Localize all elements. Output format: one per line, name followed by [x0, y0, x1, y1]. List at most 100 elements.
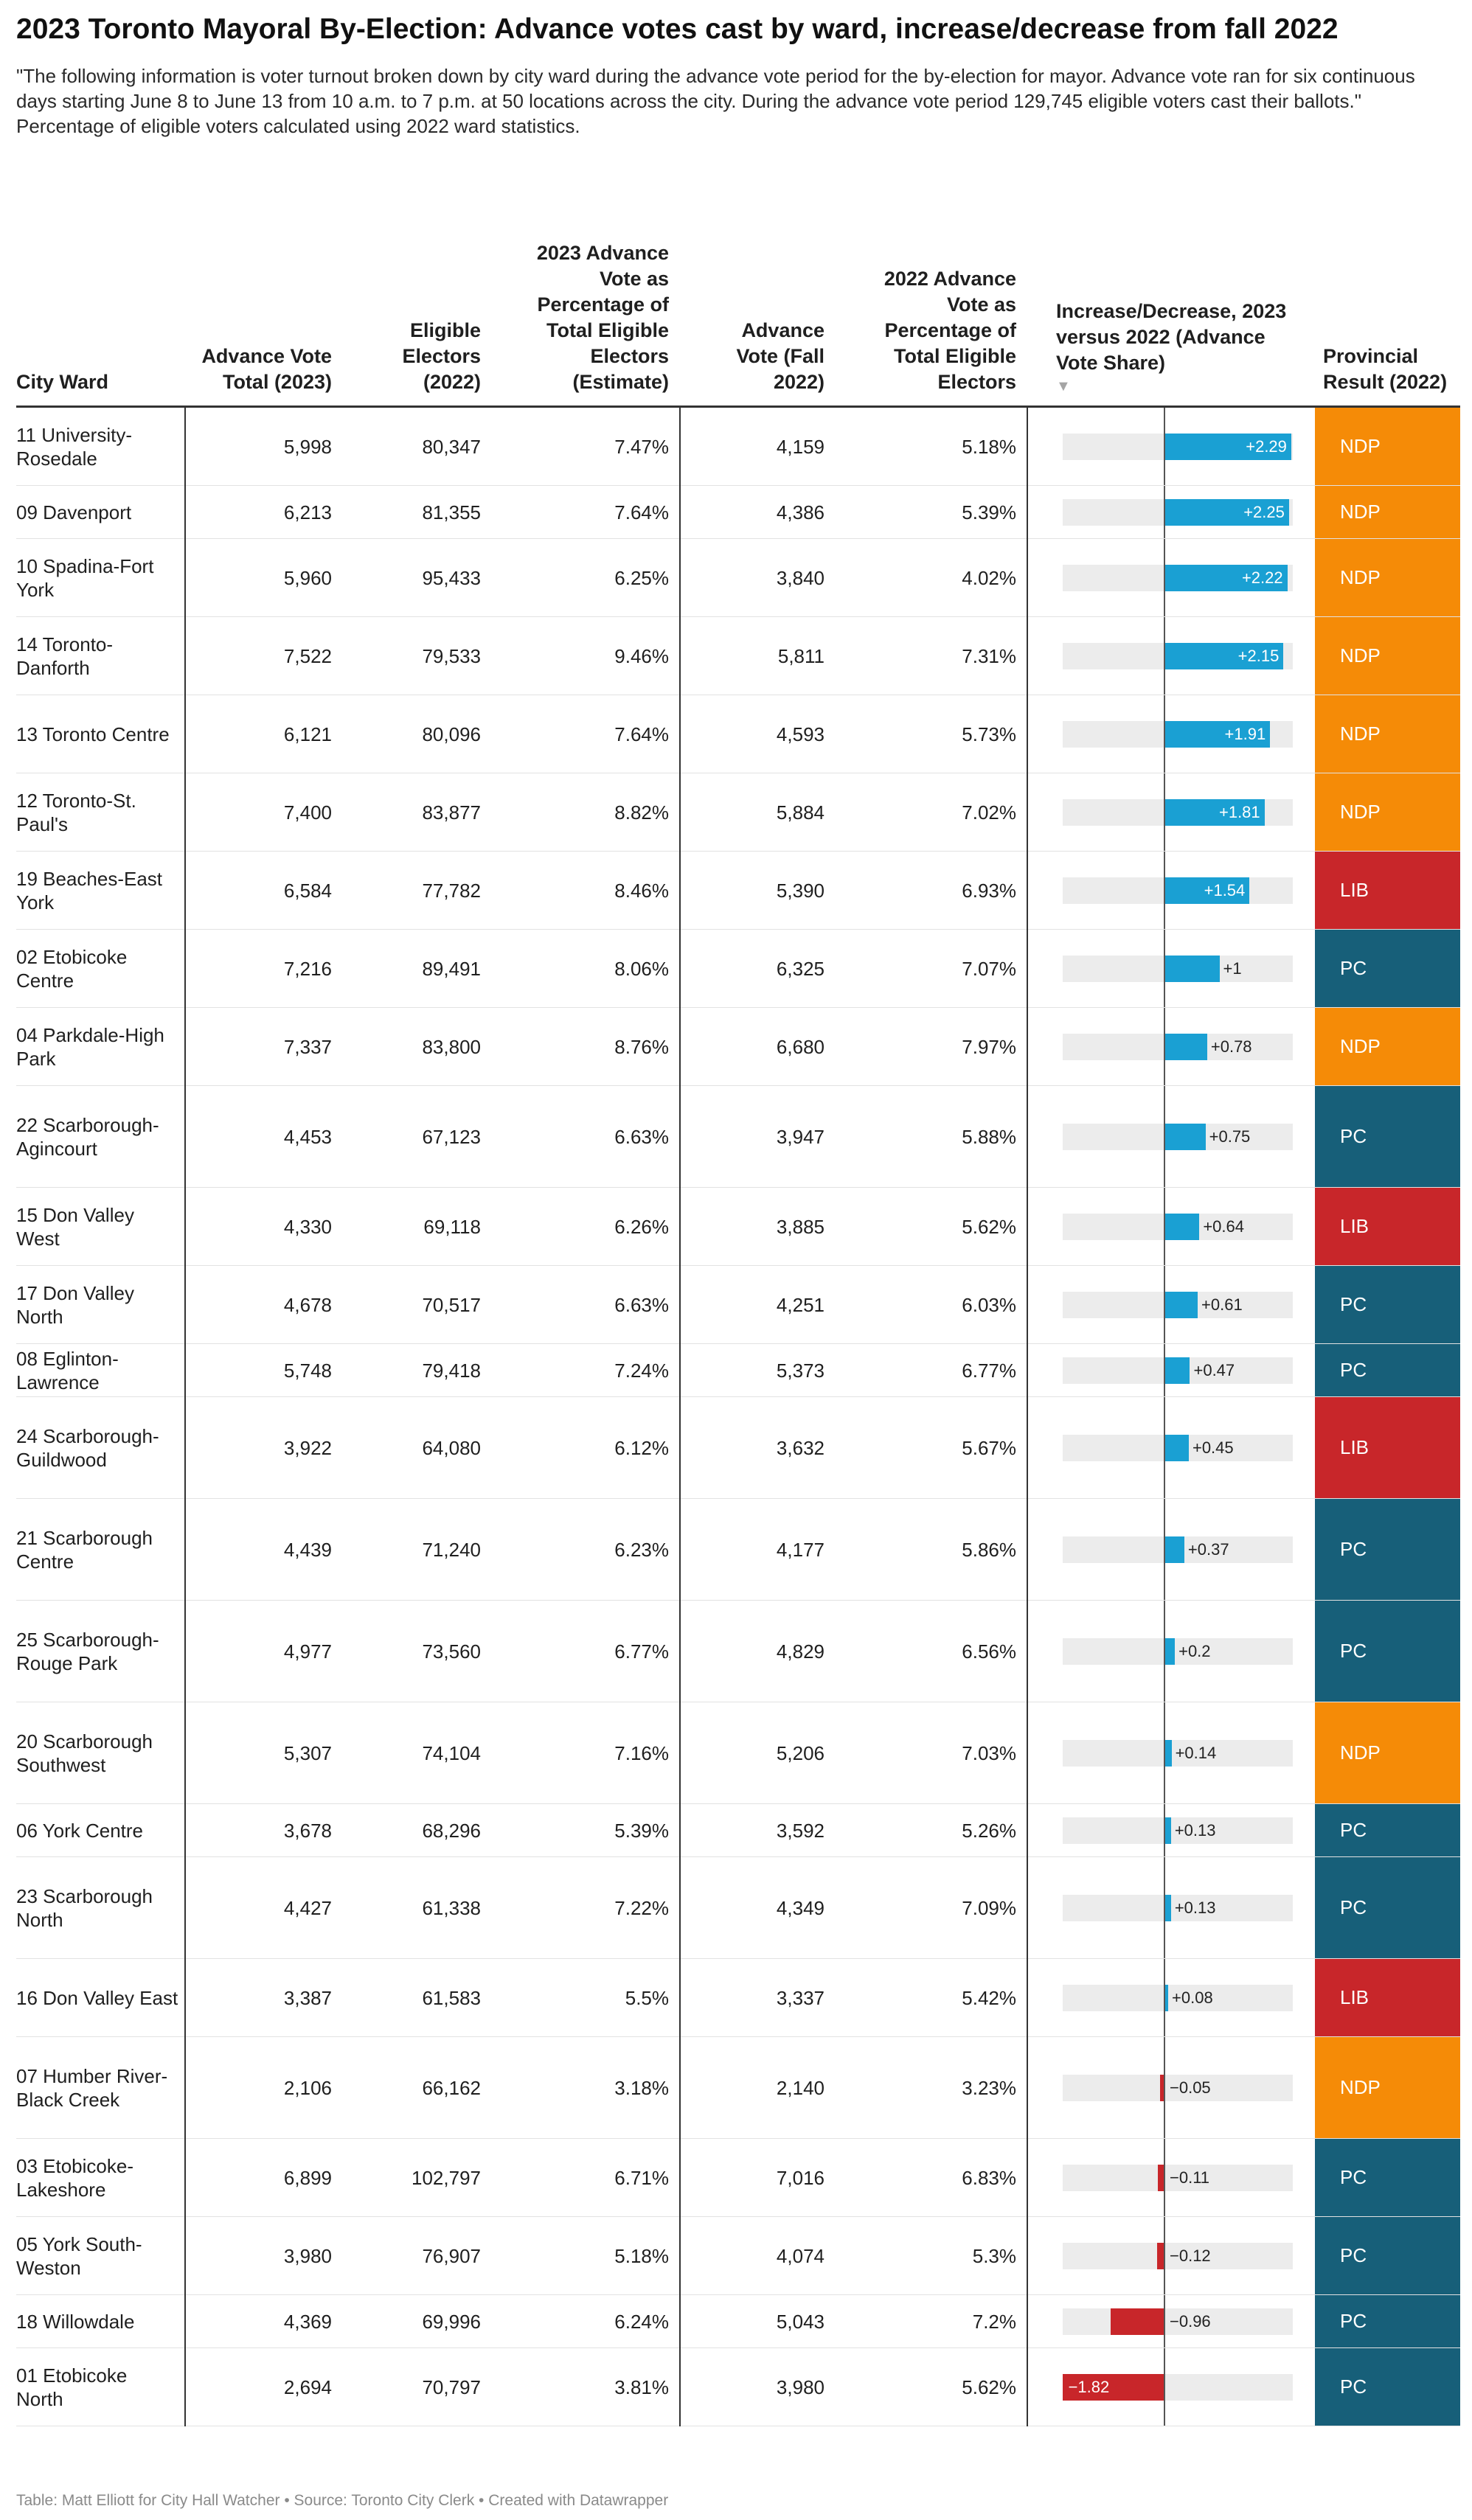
- eligible-electors-2022: 81,355: [422, 501, 481, 523]
- header-advance-2022[interactable]: Advance Vote (Fall 2022): [736, 319, 824, 393]
- bar-track: [1063, 2074, 1293, 2101]
- table-row: 09 Davenport 6,213 81,355 7.64% 4,386 5.39% +2…: [16, 486, 1460, 539]
- change-bar-cell: +2.22: [1045, 539, 1303, 616]
- table-row: 13 Toronto Centre 6,121 80,096 7.64% 4,593 5.…: [16, 695, 1460, 773]
- change-bar: [1110, 2308, 1164, 2335]
- advance-vote-2023: 6,213: [283, 501, 332, 523]
- change-label: +2.29: [1246, 436, 1287, 456]
- ward-name: 13 Toronto Centre: [16, 723, 170, 745]
- table-row: 21 Scarborough Centre 4,439 71,240 6.23% 4,1…: [16, 1499, 1460, 1601]
- ward-name: 10 Spadina-Fort York: [16, 554, 154, 601]
- provincial-result: NDP: [1315, 539, 1460, 616]
- advance-vote-2022: 6,680: [776, 1035, 824, 1058]
- change-label: +2.15: [1237, 646, 1280, 665]
- table-row: 25 Scarborough-Rouge Park 4,977 73,560 6.77…: [16, 1601, 1460, 1702]
- sort-descending-icon[interactable]: ▼: [1056, 378, 1071, 394]
- change-bar: [1164, 1291, 1198, 1318]
- column-divider: [184, 408, 186, 2426]
- change-label: −0.11: [1170, 2168, 1210, 2187]
- eligible-electors-2022: 76,907: [422, 2244, 481, 2267]
- eligible-electors-2022: 79,533: [422, 644, 481, 667]
- pct-2022: 5.3%: [972, 2244, 1016, 2267]
- ward-name: 01 Etobicoke North: [16, 2364, 128, 2410]
- table-row: 07 Humber River-Black Creek 2,106 66,162 3.…: [16, 2037, 1460, 2139]
- change-bar-cell: +2.15: [1045, 617, 1303, 695]
- ward-name: 12 Toronto-St. Paul's: [16, 789, 136, 835]
- provincial-result: LIB: [1315, 1188, 1460, 1265]
- header-eligible-2022[interactable]: Eligible Electors (2022): [402, 319, 481, 393]
- table-row: 18 Willowdale 4,369 69,996 6.24% 5,043 7.2% −0…: [16, 2295, 1460, 2348]
- change-bar: [1164, 1817, 1171, 1844]
- change-bar: [1164, 1894, 1171, 1921]
- pct-2023: 6.12%: [614, 1436, 669, 1459]
- zero-line: [1164, 1959, 1165, 2036]
- pct-2023: 6.23%: [614, 1538, 669, 1561]
- change-label: +0.2: [1178, 1641, 1211, 1660]
- change-label: +0.61: [1201, 1295, 1243, 1314]
- advance-vote-2022: 5,884: [776, 801, 824, 824]
- advance-vote-2022: 5,390: [776, 879, 824, 902]
- eligible-electors-2022: 66,162: [422, 2076, 481, 2099]
- advance-vote-2022: 4,074: [776, 2244, 824, 2267]
- table-body: 11 University-Rosedale 5,998 80,347 7.47% 4,…: [16, 408, 1460, 2426]
- provincial-result: PC: [1315, 1086, 1460, 1187]
- provincial-result: PC: [1315, 2348, 1460, 2426]
- pct-2022: 5.42%: [962, 1986, 1016, 2009]
- change-bar-cell: +2.25: [1045, 486, 1303, 538]
- table-row: 23 Scarborough North 4,427 61,338 7.22% 4,34…: [16, 1857, 1460, 1959]
- ward-name: 07 Humber River-Black Creek: [16, 2064, 168, 2111]
- advance-vote-2023: 7,216: [283, 957, 332, 980]
- change-label: +0.64: [1203, 1217, 1244, 1236]
- change-bar-cell: +0.14: [1045, 1702, 1303, 1803]
- pct-2022: 5.18%: [962, 435, 1016, 458]
- pct-2022: 5.26%: [962, 1819, 1016, 1842]
- change-label: +1.91: [1224, 724, 1266, 743]
- eligible-electors-2022: 68,296: [422, 1819, 481, 1842]
- change-bar: [1164, 1033, 1207, 1060]
- advance-vote-2022: 3,980: [776, 2375, 824, 2398]
- advance-vote-2023: 5,307: [283, 1741, 332, 1764]
- table-row: 14 Toronto-Danforth 7,522 79,533 9.46% 5,811…: [16, 617, 1460, 695]
- pct-2022: 7.97%: [962, 1035, 1016, 1058]
- change-bar: [1164, 1213, 1200, 1240]
- zero-line: [1164, 2217, 1165, 2294]
- pct-2023: 9.46%: [614, 644, 669, 667]
- header-pct-2022[interactable]: 2022 Advance Vote as Percentage of Total…: [883, 268, 1016, 393]
- change-bar-cell: −0.12: [1045, 2217, 1303, 2294]
- header-city-ward[interactable]: City Ward: [16, 371, 109, 393]
- header-advance-2023[interactable]: Advance Vote Total (2023): [201, 345, 332, 393]
- advance-vote-2023: 6,899: [283, 2166, 332, 2189]
- change-label: −0.05: [1170, 2078, 1211, 2097]
- change-bar: [1164, 1434, 1189, 1461]
- provincial-result: PC: [1315, 1804, 1460, 1856]
- change-bar-cell: −1.82: [1045, 2348, 1303, 2426]
- chart-title: 2023 Toronto Mayoral By-Election: Advanc…: [16, 13, 1339, 45]
- zero-line: [1164, 852, 1165, 929]
- eligible-electors-2022: 61,338: [422, 1896, 481, 1919]
- zero-line: [1164, 1499, 1165, 1600]
- advance-vote-2022: 4,829: [776, 1640, 824, 1663]
- eligible-electors-2022: 69,996: [422, 2310, 481, 2333]
- change-bar-cell: +1.81: [1045, 773, 1303, 851]
- bar-track: [1063, 2308, 1293, 2335]
- ward-name: 24 Scarborough-Guildwood: [16, 1424, 159, 1471]
- provincial-result: PC: [1315, 1857, 1460, 1958]
- bar-track: [1063, 2242, 1293, 2269]
- zero-line: [1164, 1702, 1165, 1803]
- header-provincial[interactable]: Provincial Result (2022): [1323, 345, 1448, 393]
- pct-2023: 7.24%: [614, 1359, 669, 1382]
- header-change[interactable]: Increase/Decrease, 2023 versus 2022 (Adv…: [1056, 299, 1307, 395]
- table-row: 02 Etobicoke Centre 7,216 89,491 8.06% 6,325…: [16, 930, 1460, 1008]
- pct-2022: 5.73%: [962, 723, 1016, 745]
- zero-line: [1164, 1008, 1165, 1085]
- advance-vote-2023: 4,453: [283, 1125, 332, 1148]
- table-row: 01 Etobicoke North 2,694 70,797 3.81% 3,980 5…: [16, 2348, 1460, 2426]
- eligible-electors-2022: 89,491: [422, 957, 481, 980]
- header-pct-2023[interactable]: 2023 Advance Vote as Percentage of Total…: [536, 242, 669, 393]
- table-row: 17 Don Valley North 4,678 70,517 6.63% 4,251…: [16, 1266, 1460, 1344]
- advance-vote-2022: 7,016: [776, 2166, 824, 2189]
- zero-line: [1164, 408, 1165, 485]
- advance-vote-2022: 5,811: [777, 644, 824, 667]
- change-bar: [1157, 2164, 1164, 2191]
